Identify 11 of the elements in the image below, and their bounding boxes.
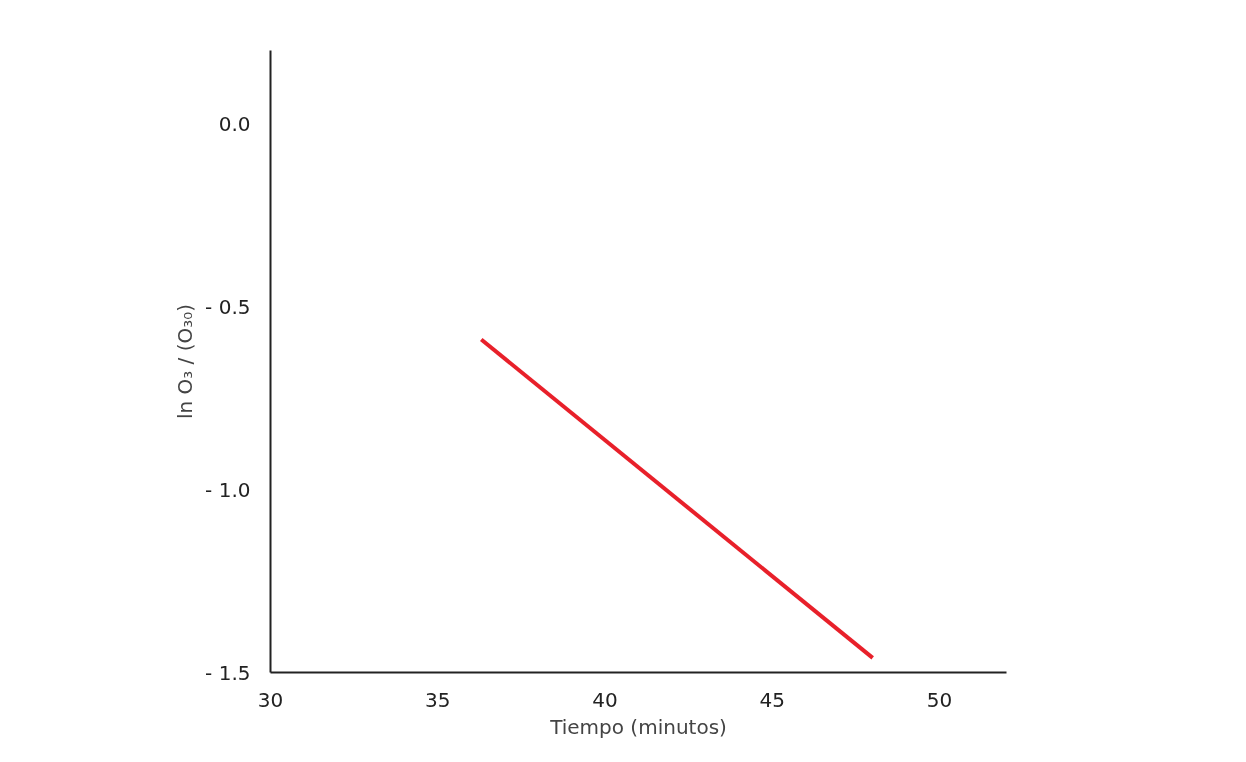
y-tick-label: - 1.0 bbox=[205, 477, 251, 502]
x-tick-label: 30 bbox=[257, 687, 284, 712]
y-tick-label: - 0.5 bbox=[205, 294, 251, 319]
x-tick-label: 45 bbox=[759, 687, 786, 712]
y-tick-label: 0.0 bbox=[218, 111, 251, 136]
x-axis-title: Tiempo (minutos) bbox=[549, 714, 727, 739]
y-axis-title: ln O₃ / (O₃₀) bbox=[173, 303, 198, 420]
x-tick-label: 40 bbox=[592, 687, 618, 712]
y-tick-label: - 1.5 bbox=[205, 660, 251, 685]
x-tick-label: 35 bbox=[425, 687, 451, 712]
x-tick-label: 50 bbox=[926, 687, 953, 712]
